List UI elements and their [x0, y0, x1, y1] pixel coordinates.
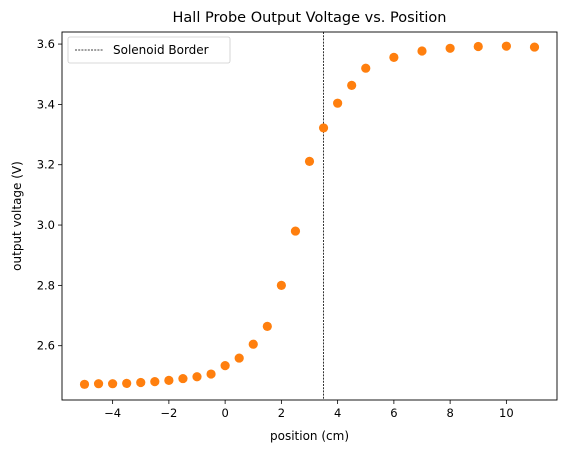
data-point — [150, 377, 160, 387]
data-point — [529, 42, 540, 52]
chart-title: Hall Probe Output Voltage vs. Position — [173, 10, 447, 26]
plot-area — [61, 31, 558, 401]
legend-label-solenoid-border: Solenoid Border — [113, 43, 209, 57]
legend-box — [67, 36, 231, 64]
x-tick-label: −4 — [104, 406, 121, 420]
data-point — [445, 43, 455, 53]
data-point — [248, 339, 258, 349]
data-point — [501, 41, 511, 51]
data-points — [79, 41, 540, 389]
x-tick-label: 8 — [446, 406, 453, 420]
y-axis-ticks: 2.6 2.8 3.0 3.2 3.4 3.6 — [37, 37, 62, 353]
data-point — [122, 378, 132, 389]
x-tick-label: 10 — [499, 406, 514, 420]
data-point — [79, 379, 90, 389]
y-axis-label: output voltage (V) — [10, 161, 24, 271]
y-tick-label: 3.0 — [37, 218, 55, 232]
data-point — [361, 63, 371, 73]
data-point — [276, 280, 286, 290]
data-point — [136, 377, 146, 388]
data-point — [473, 41, 483, 52]
y-tick-label: 2.8 — [37, 278, 55, 292]
data-point — [290, 226, 301, 236]
data-point — [206, 369, 216, 379]
data-point — [192, 372, 202, 382]
data-point — [417, 46, 427, 56]
data-point — [347, 80, 357, 90]
data-point — [178, 373, 188, 384]
data-point — [333, 98, 343, 108]
data-point — [318, 123, 329, 133]
x-tick-label: 0 — [221, 406, 228, 420]
x-tick-label: 4 — [334, 406, 341, 420]
legend: Solenoid Border — [67, 36, 231, 64]
data-point — [164, 375, 174, 385]
data-point — [304, 156, 315, 167]
y-tick-label: 3.4 — [37, 97, 55, 111]
data-point — [220, 361, 230, 371]
x-tick-label: −2 — [160, 406, 177, 420]
x-tick-label: 6 — [390, 406, 397, 420]
data-point — [93, 379, 104, 389]
x-axis-ticks: −4 −2 0 2 4 6 8 10 — [104, 400, 514, 420]
x-tick-label: 2 — [278, 406, 285, 420]
y-tick-label: 3.2 — [37, 158, 55, 172]
y-tick-label: 3.6 — [37, 37, 55, 51]
data-point — [389, 52, 399, 62]
data-point — [234, 353, 244, 363]
y-tick-label: 2.6 — [37, 339, 55, 353]
data-point — [108, 379, 118, 389]
data-point — [262, 321, 272, 331]
x-axis-label: position (cm) — [270, 429, 349, 443]
